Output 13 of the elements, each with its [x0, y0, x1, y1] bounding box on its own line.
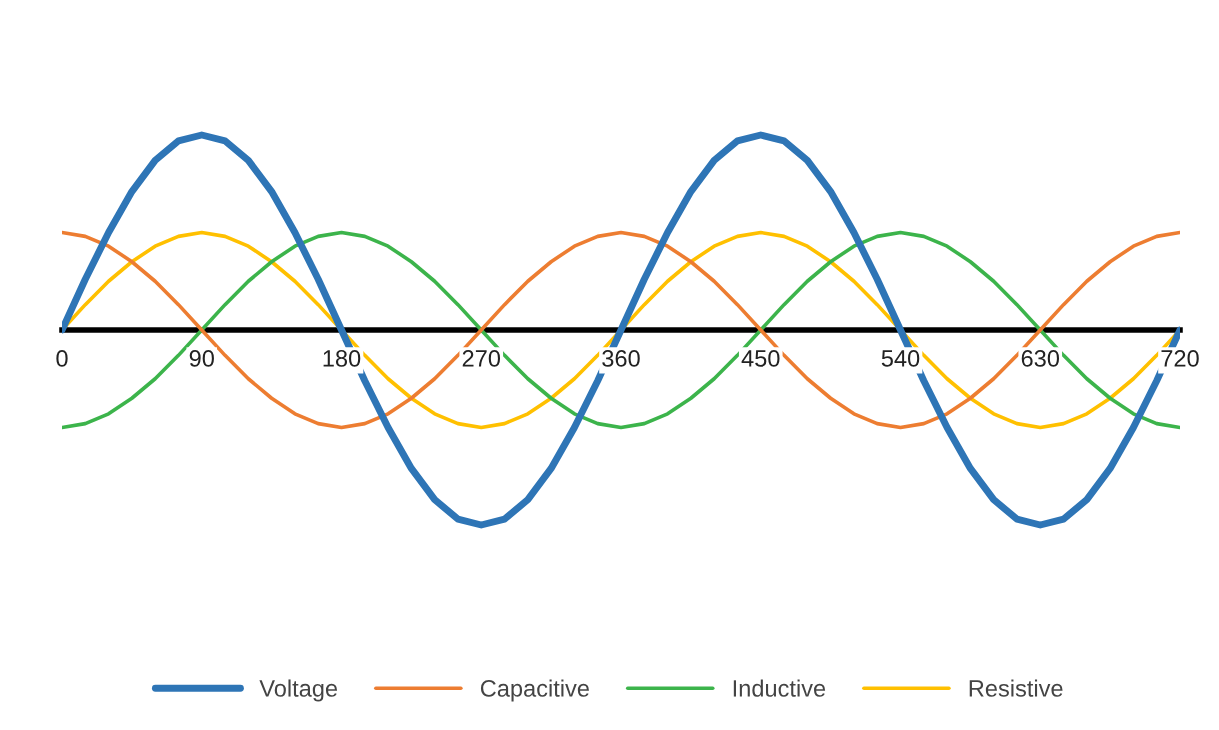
x-tick-label: 630: [1021, 350, 1060, 367]
legend-label: Voltage: [259, 679, 338, 702]
legend-label: Capacitive: [480, 679, 589, 702]
legend-label: Inductive: [733, 679, 826, 697]
x-tick-label: 360: [602, 350, 640, 367]
x-tick-label: 450: [741, 350, 780, 367]
x-tick-label: 270: [462, 350, 501, 367]
x-tick-label: 0: [56, 350, 68, 367]
x-tick-label: 540: [881, 350, 920, 367]
x-tick-label: 720: [1161, 350, 1199, 367]
x-tick-label: 180: [323, 350, 361, 367]
x-tick-label: 90: [189, 350, 214, 367]
legend-label: Resistive: [969, 679, 1063, 697]
